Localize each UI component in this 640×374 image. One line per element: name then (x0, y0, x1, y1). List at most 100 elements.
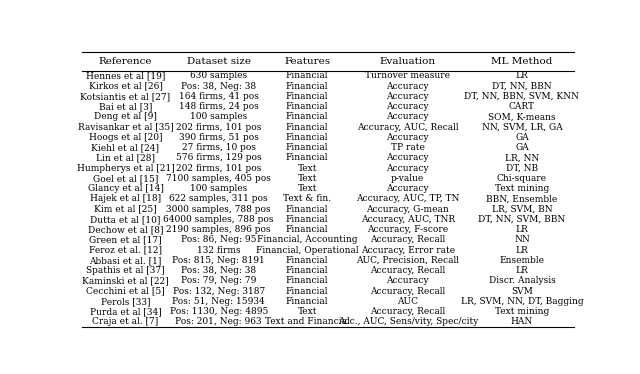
Text: 3000 samples, 788 pos: 3000 samples, 788 pos (166, 205, 271, 214)
Text: Reference: Reference (99, 57, 152, 66)
Text: Financial: Financial (286, 71, 328, 80)
Text: CART: CART (509, 102, 535, 111)
Text: 148 firms, 24 pos: 148 firms, 24 pos (179, 102, 259, 111)
Text: Pos: 1130, Neg: 4895: Pos: 1130, Neg: 4895 (170, 307, 268, 316)
Text: Financial, Accounting: Financial, Accounting (257, 236, 357, 245)
Text: GA: GA (515, 133, 529, 142)
Text: Accuracy, AUC, Recall: Accuracy, AUC, Recall (357, 123, 459, 132)
Text: 100 samples: 100 samples (190, 184, 248, 193)
Text: 202 firms, 101 pos: 202 firms, 101 pos (176, 123, 261, 132)
Text: Accuracy: Accuracy (387, 276, 429, 285)
Text: DT, NN, SVM, BBN: DT, NN, SVM, BBN (478, 215, 566, 224)
Text: Dechow et al [8]: Dechow et al [8] (88, 225, 163, 234)
Text: 27 firms, 10 pos: 27 firms, 10 pos (182, 143, 256, 152)
Text: Features: Features (284, 57, 330, 66)
Text: 630 samples: 630 samples (190, 71, 247, 80)
Text: Accuracy, Error rate: Accuracy, Error rate (361, 246, 455, 255)
Text: Accuracy: Accuracy (387, 92, 429, 101)
Text: SVM: SVM (511, 287, 533, 296)
Text: Hennes et al [19]: Hennes et al [19] (86, 71, 165, 80)
Text: LR, SVM, NN, DT, Bagging: LR, SVM, NN, DT, Bagging (461, 297, 583, 306)
Text: Discr. Analysis: Discr. Analysis (488, 276, 556, 285)
Text: Feroz et al. [12]: Feroz et al. [12] (89, 246, 162, 255)
Text: Accuracy, Recall: Accuracy, Recall (370, 307, 445, 316)
Text: HAN: HAN (511, 318, 533, 327)
Text: LR: LR (516, 71, 529, 80)
Text: 390 firms, 51 pos: 390 firms, 51 pos (179, 133, 259, 142)
Text: Text: Text (298, 174, 317, 183)
Text: DT, NB: DT, NB (506, 164, 538, 173)
Text: Pos: 815, Neg: 8191: Pos: 815, Neg: 8191 (172, 256, 265, 265)
Text: Pos: 51, Neg: 15934: Pos: 51, Neg: 15934 (172, 297, 265, 306)
Text: AUC: AUC (397, 297, 419, 306)
Text: Ensemble: Ensemble (499, 256, 545, 265)
Text: Deng et al [9]: Deng et al [9] (94, 113, 157, 122)
Text: DT, NN, BBN, SVM, KNN: DT, NN, BBN, SVM, KNN (465, 92, 579, 101)
Text: Financial: Financial (286, 287, 328, 296)
Text: LR: LR (516, 266, 529, 275)
Text: LR, NN: LR, NN (505, 153, 539, 162)
Text: Text: Text (298, 184, 317, 193)
Text: Financial: Financial (286, 256, 328, 265)
Text: Financial: Financial (286, 82, 328, 91)
Text: TP rate: TP rate (391, 143, 425, 152)
Text: Pos: 132, Neg: 3187: Pos: 132, Neg: 3187 (173, 287, 265, 296)
Text: Kiehl et al [24]: Kiehl et al [24] (92, 143, 159, 152)
Text: Ravisankar et al [35]: Ravisankar et al [35] (77, 123, 173, 132)
Text: NN: NN (514, 236, 530, 245)
Text: ML Method: ML Method (492, 57, 553, 66)
Text: Financial: Financial (286, 266, 328, 275)
Text: Financial: Financial (286, 143, 328, 152)
Text: 100 samples: 100 samples (190, 113, 248, 122)
Text: Accuracy, F-score: Accuracy, F-score (367, 225, 449, 234)
Text: Accuracy, AUC, TP, TN: Accuracy, AUC, TP, TN (356, 194, 460, 203)
Text: LR: LR (516, 225, 529, 234)
Text: Dataset size: Dataset size (187, 57, 251, 66)
Text: p-value: p-value (391, 174, 424, 183)
Text: Text: Text (298, 307, 317, 316)
Text: 64000 samples, 788 pos: 64000 samples, 788 pos (163, 215, 274, 224)
Text: Financial, Operational: Financial, Operational (256, 246, 358, 255)
Text: 7100 samples, 405 pos: 7100 samples, 405 pos (166, 174, 271, 183)
Text: Text mining: Text mining (495, 184, 549, 193)
Text: Spathis et al [37]: Spathis et al [37] (86, 266, 164, 275)
Text: Evaluation: Evaluation (380, 57, 436, 66)
Text: Accuracy: Accuracy (387, 82, 429, 91)
Text: Accuracy, Recall: Accuracy, Recall (370, 236, 445, 245)
Text: 576 firms, 129 pos: 576 firms, 129 pos (176, 153, 262, 162)
Text: LR: LR (516, 246, 529, 255)
Text: Financial: Financial (286, 215, 328, 224)
Text: Financial: Financial (286, 205, 328, 214)
Text: Accuracy: Accuracy (387, 184, 429, 193)
Text: Kirkos et al [26]: Kirkos et al [26] (88, 82, 163, 91)
Text: GA: GA (515, 143, 529, 152)
Text: DT, NN, BBN: DT, NN, BBN (492, 82, 552, 91)
Text: Pos: 201, Neg: 963: Pos: 201, Neg: 963 (175, 318, 262, 327)
Text: Financial: Financial (286, 123, 328, 132)
Text: 164 firms, 41 pos: 164 firms, 41 pos (179, 92, 259, 101)
Text: Acc., AUC, Sens/vity, Spec/city: Acc., AUC, Sens/vity, Spec/city (338, 318, 478, 327)
Text: Accuracy: Accuracy (387, 113, 429, 122)
Text: Text mining: Text mining (495, 307, 549, 316)
Text: Green et al [17]: Green et al [17] (89, 236, 162, 245)
Text: Lin et al [28]: Lin et al [28] (96, 153, 155, 162)
Text: Financial: Financial (286, 276, 328, 285)
Text: Pos: 86, Neg: 95: Pos: 86, Neg: 95 (181, 236, 257, 245)
Text: Accuracy: Accuracy (387, 133, 429, 142)
Text: BBN, Ensemble: BBN, Ensemble (486, 194, 557, 203)
Text: Accuracy: Accuracy (387, 164, 429, 173)
Text: Hajek et al [18]: Hajek et al [18] (90, 194, 161, 203)
Text: Financial: Financial (286, 153, 328, 162)
Text: 622 samples, 311 pos: 622 samples, 311 pos (170, 194, 268, 203)
Text: Financial: Financial (286, 92, 328, 101)
Text: 132 firms: 132 firms (197, 246, 241, 255)
Text: Kim et al [25]: Kim et al [25] (94, 205, 157, 214)
Text: 202 firms, 101 pos: 202 firms, 101 pos (176, 164, 261, 173)
Text: Dutta et al [10]: Dutta et al [10] (90, 215, 161, 224)
Text: Pos: 38, Neg: 38: Pos: 38, Neg: 38 (181, 266, 256, 275)
Text: Text & fin.: Text & fin. (283, 194, 331, 203)
Text: 2190 samples, 896 pos: 2190 samples, 896 pos (166, 225, 271, 234)
Text: Hoogs et al [20]: Hoogs et al [20] (89, 133, 162, 142)
Text: Accuracy, AUC, TNR: Accuracy, AUC, TNR (361, 215, 455, 224)
Text: LR, SVM, BN: LR, SVM, BN (492, 205, 552, 214)
